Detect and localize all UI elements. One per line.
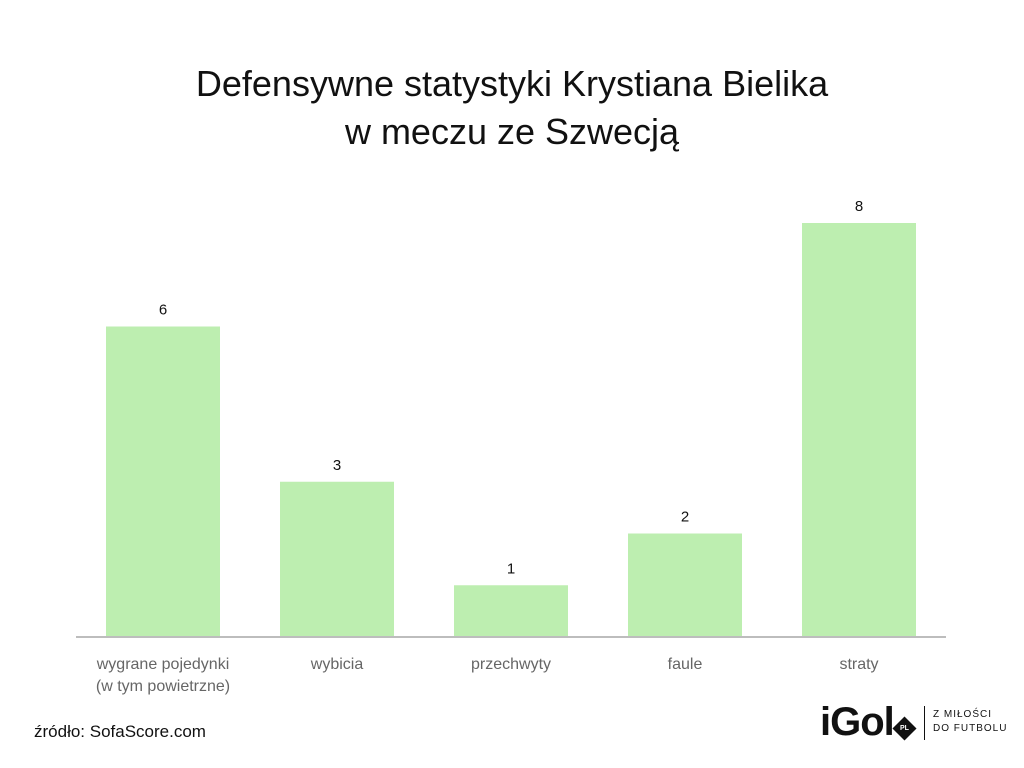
chart-title-line-1: Defensywne statystyki Krystiana Bielika [195, 63, 829, 104]
category-label: przechwyty [471, 656, 551, 673]
chart-title: Defensywne statystyki Krystiana Bielika … [0, 60, 1024, 156]
data-label: 3 [333, 457, 341, 474]
category-label: (w tym powietrzne) [96, 678, 230, 695]
category-label: wygrane pojedynki [96, 656, 230, 673]
data-label: 2 [681, 509, 689, 526]
bar [280, 481, 394, 637]
bar [454, 585, 568, 637]
data-label: 8 [855, 198, 863, 215]
source-note: źródło: SofaScore.com [34, 722, 206, 741]
bar [628, 533, 742, 637]
igol-logo: iGol PL Z MIŁOŚCI DO FUTBOLU [820, 700, 1006, 744]
logo-pl-badge-icon: PL [892, 716, 917, 741]
category-label: faule [668, 656, 703, 673]
logo-wordmark: iGol [820, 700, 895, 744]
data-label: 1 [507, 560, 515, 577]
logo-divider [924, 706, 925, 740]
bar [802, 223, 916, 637]
data-label: 6 [159, 302, 167, 319]
bar [106, 326, 220, 637]
chart-title-line-2: w meczu ze Szwecją [344, 111, 680, 152]
logo-tagline: Z MIŁOŚCI DO FUTBOLU [933, 709, 1008, 734]
category-label: straty [839, 656, 878, 673]
category-label: wybicia [310, 656, 364, 673]
